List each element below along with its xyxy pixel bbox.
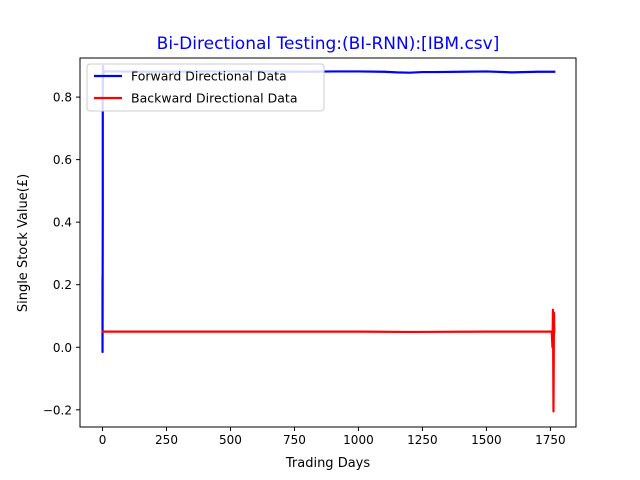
legend: Forward Directional Data Backward Directi… <box>86 63 325 112</box>
y-tick-label: 0.0 <box>53 341 72 355</box>
series-line-1 <box>101 308 556 413</box>
y-tick-label: 0.8 <box>53 91 72 105</box>
legend-label: Forward Directional Data <box>131 69 287 84</box>
chart-title: Bi-Directional Testing:(BI-RNN):[IBM.csv… <box>157 34 500 54</box>
plot-frame <box>79 57 577 428</box>
legend-box <box>86 63 325 112</box>
x-tick-label: 500 <box>219 433 242 447</box>
x-tick-label: 1750 <box>535 433 566 447</box>
legend-label: Backward Directional Data <box>131 91 297 106</box>
x-tick-label: 1500 <box>471 433 502 447</box>
x-tick-label: 750 <box>283 433 306 447</box>
x-tick-label: 250 <box>155 433 178 447</box>
axes: 0 250 500 750 1000 1250 1500 1750 −0.2 0.0 0.2 0.4 0… <box>43 91 566 447</box>
x-tick-label: 0 <box>99 433 107 447</box>
x-tick-label: 1000 <box>343 433 374 447</box>
y-axis-label: Single Stock Value(£) <box>16 174 31 312</box>
y-tick-label: −0.2 <box>43 403 72 417</box>
x-axis-label: Trading Days <box>285 456 370 471</box>
y-tick-label: 0.4 <box>53 216 72 230</box>
y-tick-label: 0.6 <box>53 153 72 167</box>
x-tick-label: 1250 <box>407 433 438 447</box>
y-tick-label: 0.2 <box>53 278 72 292</box>
